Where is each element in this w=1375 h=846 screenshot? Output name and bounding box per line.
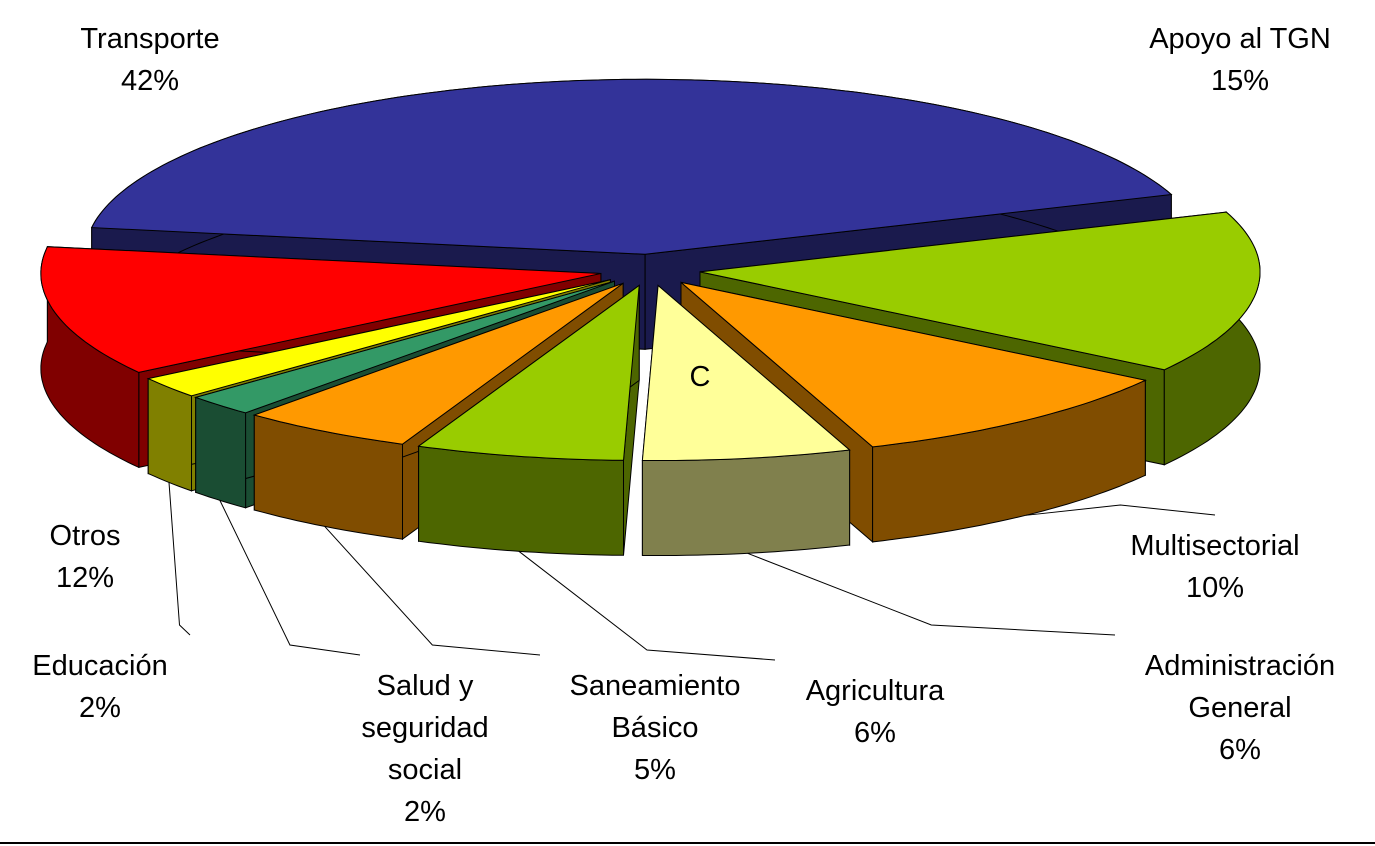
value-label: 2% bbox=[404, 796, 446, 829]
slice-top bbox=[40, 246, 602, 373]
slice-wall bbox=[418, 445, 624, 556]
value-label: 6% bbox=[854, 717, 896, 750]
slice-wall bbox=[195, 396, 247, 509]
slice-top bbox=[417, 284, 640, 461]
slice-label: Transporte 42% bbox=[30, 18, 270, 102]
leader-line bbox=[747, 552, 1116, 636]
value-label: 12% bbox=[55, 562, 115, 595]
category-label: Multisectorial bbox=[1130, 530, 1300, 562]
slice-top bbox=[90, 78, 1173, 255]
slice-top bbox=[146, 279, 611, 397]
slice-label: Salud y seguridad social 2% bbox=[350, 665, 500, 833]
category-label: Administración General bbox=[1144, 650, 1336, 725]
value-label: 10% bbox=[1185, 572, 1245, 605]
category-label: Apoyo al TGN bbox=[1149, 23, 1331, 55]
slice-label: Otros 12% bbox=[5, 515, 165, 599]
category-label: Transporte bbox=[80, 23, 220, 55]
slice-label: Saneamiento Básico 5% bbox=[530, 665, 780, 791]
category-label: Saneamiento Básico bbox=[569, 670, 741, 745]
slice bbox=[417, 284, 640, 556]
leader-line bbox=[1025, 504, 1216, 516]
category-label: Agricultura bbox=[805, 675, 945, 707]
value-label: 2% bbox=[79, 692, 121, 725]
slice-wall bbox=[147, 377, 192, 492]
leader-line bbox=[168, 482, 191, 636]
value-label: 5% bbox=[634, 754, 676, 787]
slice-wall bbox=[641, 449, 851, 556]
value-label: 6% bbox=[1219, 734, 1261, 767]
slice-top bbox=[680, 281, 1147, 448]
slice bbox=[641, 284, 851, 556]
slice-label: Apoyo al TGN 15% bbox=[1120, 18, 1360, 102]
slice-top bbox=[641, 284, 851, 461]
leader-line bbox=[324, 526, 541, 656]
annotation: C bbox=[689, 361, 711, 393]
value-label: 42% bbox=[120, 65, 180, 98]
category-label: Educación bbox=[32, 650, 168, 682]
category-label: Salud y seguridad social bbox=[361, 670, 489, 787]
slice-label: Educación 2% bbox=[0, 645, 200, 729]
slice-top bbox=[193, 280, 615, 414]
leader-line bbox=[219, 500, 361, 656]
slice-label: Agricultura 6% bbox=[765, 670, 985, 754]
slice-top bbox=[252, 282, 624, 445]
value-label: 15% bbox=[1210, 65, 1270, 98]
slice-label: Administración General 6% bbox=[1105, 645, 1375, 771]
slice-label: Multisectorial 10% bbox=[1085, 525, 1345, 609]
slice-top bbox=[699, 211, 1261, 371]
category-label: Otros bbox=[49, 520, 121, 552]
leader-line bbox=[518, 550, 776, 661]
